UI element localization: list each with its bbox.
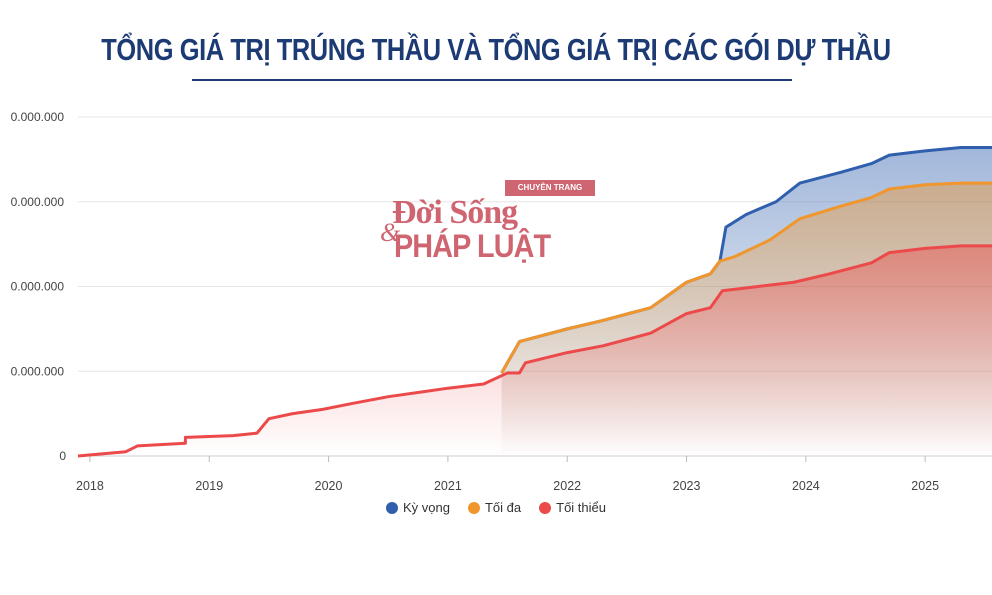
x-tick-label: 2023	[673, 479, 701, 493]
legend-dot	[467, 501, 480, 514]
y-tick-label: 0	[59, 449, 66, 463]
chart-title-part1: TỔNG	[101, 32, 180, 67]
chart-title-part2: GIÁ TRỊ TRÚNG THẦU VÀ TỔNG GIÁ TRỊ CÁC G…	[179, 32, 891, 67]
x-tick-label: 2024	[792, 479, 820, 493]
y-tick-label: 0.000.000	[11, 280, 65, 294]
x-tick-label: 2021	[434, 479, 462, 493]
x-tick-label: 2018	[76, 479, 104, 493]
chart-legend: Kỳ vọng Tối đa Tối thiểu	[0, 500, 992, 515]
watermark-logo: CHUYÊN TRANG & Đời Sống PHÁP LUẬT	[380, 180, 595, 270]
legend-label: Kỳ vọng	[403, 500, 450, 515]
watermark-amp: &	[380, 218, 401, 247]
legend-label: Tối thiểu	[556, 500, 606, 515]
legend-item[interactable]: Kỳ vọng	[386, 500, 450, 515]
legend-label: Tối đa	[484, 500, 522, 515]
chart-title: TỔNG GIÁ TRỊ TRÚNG THẦU VÀ TỔNG GIÁ TRỊ …	[89, 32, 902, 68]
watermark-line1: Đời Sống	[392, 194, 518, 231]
watermark-top: CHUYÊN TRANG	[505, 180, 595, 196]
legend-dot	[386, 501, 398, 514]
legend-dot	[539, 501, 552, 514]
x-tick-label: 2019	[195, 479, 223, 493]
area-Tối thiểu	[78, 245, 992, 456]
x-tick-label: 2022	[553, 479, 581, 493]
y-tick-label: 0.000.000	[11, 110, 65, 124]
title-underline	[192, 79, 792, 81]
legend-item[interactable]: Tối thiểu	[539, 500, 606, 515]
watermark-line2: PHÁP LUẬT	[394, 228, 551, 264]
y-tick-label: 0.000.000	[11, 364, 65, 378]
x-tick-label: 2025	[911, 479, 939, 493]
y-tick-label: 0.000.000	[11, 195, 65, 209]
x-tick-label: 2020	[315, 479, 343, 493]
legend-item[interactable]: Tối đa	[467, 500, 522, 515]
line-Tối thiểu	[77, 244, 992, 458]
line-Tối đa	[500, 181, 992, 374]
